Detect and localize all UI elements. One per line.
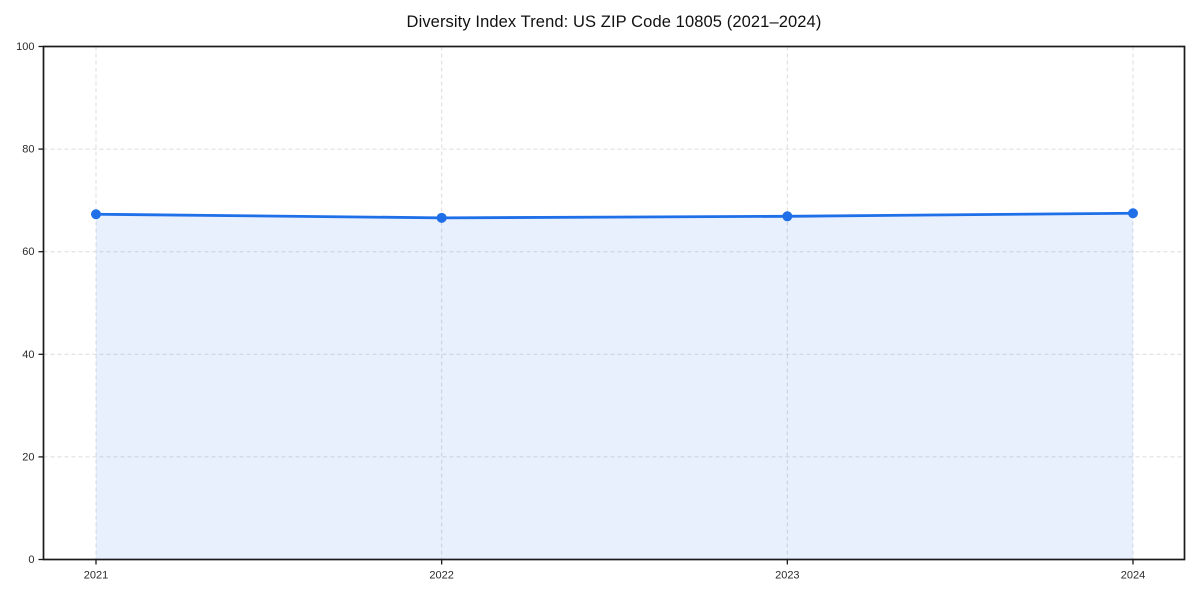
- plot-frame: [42, 45, 1186, 561]
- area-fill: [96, 213, 1133, 560]
- x-tick-label: 2024: [1121, 570, 1145, 582]
- x-tick-label: 2021: [84, 570, 108, 582]
- x-tick-label: 2023: [775, 570, 799, 582]
- y-tick-label: 60: [22, 246, 34, 258]
- data-point: [91, 209, 101, 220]
- y-tick-label: 80: [22, 144, 34, 156]
- data-point: [436, 212, 447, 223]
- x-tick-label: 2022: [429, 570, 453, 582]
- trend-line: [94, 211, 1135, 220]
- chart-title: Diversity Index Trend: US ZIP Code 10805…: [406, 13, 822, 31]
- y-tick-label: 100: [16, 41, 34, 53]
- y-tick-label: 20: [22, 451, 34, 463]
- data-point: [1128, 208, 1138, 219]
- y-tick-label: 0: [28, 554, 34, 566]
- data-point: [782, 211, 793, 222]
- y-tick-label: 40: [22, 349, 34, 361]
